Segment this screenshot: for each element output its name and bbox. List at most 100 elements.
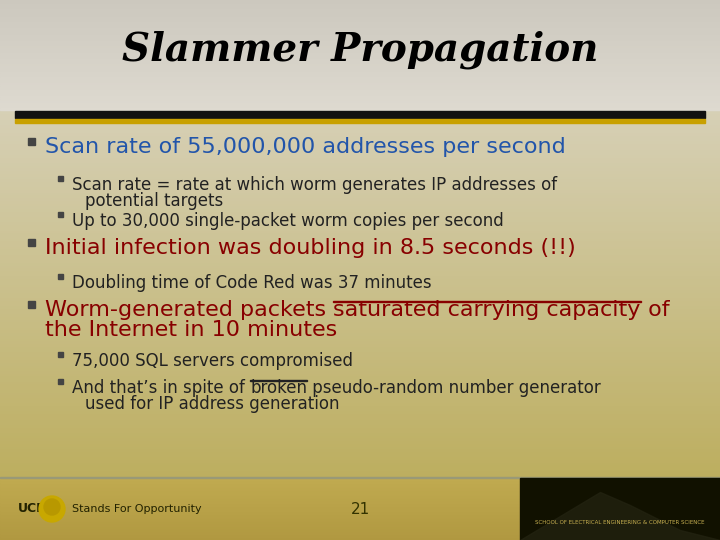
- Bar: [0, 273, 720, 275]
- Bar: [0, 381, 720, 383]
- Bar: [0, 302, 720, 305]
- Bar: [0, 46, 720, 49]
- Bar: [0, 499, 720, 501]
- Bar: [0, 491, 720, 494]
- Bar: [0, 470, 720, 472]
- Bar: [0, 329, 720, 332]
- Bar: [0, 491, 720, 494]
- Bar: [0, 534, 720, 535]
- Bar: [0, 87, 720, 90]
- Bar: [0, 240, 720, 243]
- Bar: [0, 95, 720, 97]
- Bar: [0, 19, 720, 22]
- Text: saturated carrying capacity: saturated carrying capacity: [333, 300, 641, 320]
- Bar: [0, 378, 720, 381]
- Bar: [0, 494, 720, 497]
- Text: UCF: UCF: [18, 503, 45, 516]
- Bar: [0, 532, 720, 535]
- Bar: [0, 75, 720, 77]
- Bar: [0, 30, 720, 32]
- Bar: [0, 80, 720, 83]
- Bar: [0, 505, 720, 508]
- Bar: [0, 108, 720, 111]
- Bar: [0, 154, 720, 157]
- Bar: [0, 248, 720, 251]
- Bar: [0, 84, 720, 86]
- Bar: [0, 151, 720, 154]
- Bar: [0, 383, 720, 386]
- Bar: [0, 219, 720, 221]
- Bar: [0, 36, 720, 38]
- Bar: [0, 521, 720, 524]
- Bar: [0, 181, 720, 184]
- Bar: [0, 525, 720, 528]
- Text: And that’s in spite of: And that’s in spite of: [72, 379, 250, 397]
- Bar: [0, 286, 720, 289]
- Bar: [0, 86, 720, 88]
- Bar: [0, 3, 720, 5]
- Bar: [0, 105, 720, 108]
- Bar: [0, 443, 720, 445]
- Bar: [0, 511, 720, 514]
- Bar: [0, 100, 720, 103]
- Bar: [0, 332, 720, 335]
- Circle shape: [39, 496, 65, 522]
- Bar: [0, 483, 720, 486]
- Bar: [0, 516, 720, 518]
- Bar: [0, 505, 720, 508]
- Bar: [0, 496, 720, 498]
- Bar: [0, 116, 720, 119]
- Bar: [0, 502, 720, 504]
- Bar: [0, 459, 720, 462]
- Bar: [0, 124, 720, 127]
- Bar: [0, 68, 720, 70]
- Bar: [0, 0, 720, 2]
- Bar: [0, 91, 720, 93]
- Bar: [0, 159, 720, 162]
- Bar: [0, 82, 720, 84]
- Bar: [0, 456, 720, 459]
- Bar: [0, 78, 720, 80]
- Bar: [58, 212, 63, 217]
- Bar: [0, 507, 720, 509]
- Bar: [0, 327, 720, 329]
- Bar: [0, 14, 720, 17]
- Bar: [0, 56, 720, 59]
- Text: Initial infection was doubling in 8.5 seconds (!!): Initial infection was doubling in 8.5 se…: [45, 238, 576, 258]
- Bar: [0, 516, 720, 518]
- Bar: [0, 49, 720, 51]
- Bar: [0, 51, 720, 53]
- Bar: [0, 104, 720, 106]
- Bar: [0, 338, 720, 340]
- Bar: [0, 429, 720, 432]
- Bar: [0, 62, 720, 64]
- Bar: [0, 18, 720, 20]
- Bar: [0, 316, 720, 319]
- Bar: [0, 413, 720, 416]
- Text: 21: 21: [351, 502, 369, 516]
- Bar: [0, 16, 720, 19]
- Bar: [0, 1, 720, 4]
- Bar: [0, 157, 720, 159]
- Bar: [0, 103, 720, 105]
- Bar: [0, 73, 720, 75]
- Bar: [0, 47, 720, 50]
- Text: the Internet in 10 minutes: the Internet in 10 minutes: [45, 320, 337, 340]
- Bar: [0, 25, 720, 28]
- Bar: [0, 68, 720, 70]
- Bar: [0, 530, 720, 532]
- Bar: [0, 202, 720, 205]
- Bar: [0, 197, 720, 200]
- Bar: [0, 529, 720, 531]
- Bar: [0, 170, 720, 173]
- Bar: [0, 3, 720, 5]
- Bar: [0, 100, 720, 103]
- Bar: [0, 78, 720, 81]
- Bar: [0, 11, 720, 14]
- Bar: [0, 89, 720, 92]
- Bar: [0, 86, 720, 89]
- Bar: [0, 451, 720, 454]
- Bar: [0, 497, 720, 500]
- Bar: [0, 370, 720, 373]
- Bar: [0, 38, 720, 40]
